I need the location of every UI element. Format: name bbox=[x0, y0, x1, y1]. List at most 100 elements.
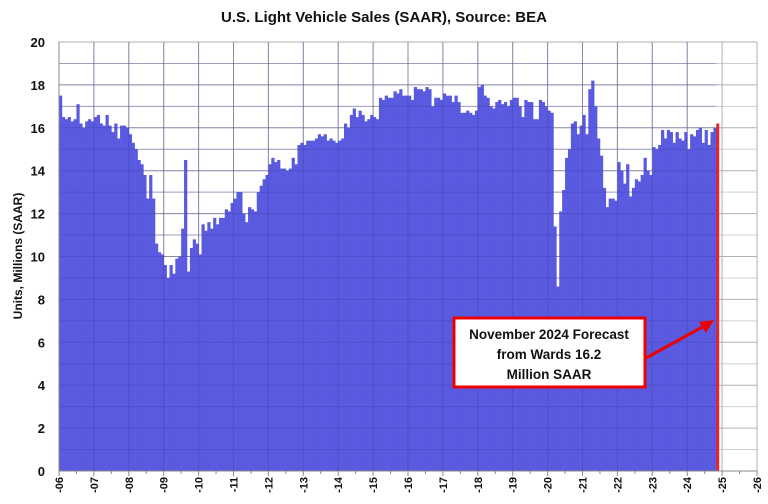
y-tick-label: 0 bbox=[38, 464, 45, 479]
bar bbox=[471, 114, 476, 472]
bar bbox=[175, 258, 179, 471]
bar bbox=[710, 132, 714, 471]
annotation-line-2: from Wards 16.2 bbox=[497, 347, 602, 362]
axes: 0 2 4 6 8 10 12 14 16 18 20 -06 -07 -08 -09 -10 -11 -12 -1… bbox=[31, 35, 764, 493]
bar bbox=[515, 97, 519, 472]
bar bbox=[707, 144, 711, 471]
bar bbox=[160, 254, 164, 471]
bar bbox=[314, 138, 319, 471]
bar bbox=[541, 102, 545, 471]
bar bbox=[320, 136, 324, 471]
bar bbox=[690, 134, 694, 472]
x-tick-label: -14 bbox=[333, 476, 345, 493]
bar bbox=[335, 142, 339, 471]
bar bbox=[341, 138, 345, 471]
x-tick-label: -24 bbox=[682, 476, 694, 493]
bar bbox=[663, 138, 668, 471]
bar bbox=[594, 106, 598, 471]
bar bbox=[489, 106, 493, 471]
forecast-annotation: November 2024 Forecast from Wards 16.2 M… bbox=[452, 316, 714, 389]
bar bbox=[713, 127, 717, 472]
bar bbox=[259, 185, 263, 471]
bar bbox=[428, 89, 432, 471]
bar bbox=[693, 136, 697, 471]
bar bbox=[678, 138, 682, 471]
bar bbox=[213, 217, 217, 471]
bar bbox=[422, 91, 426, 471]
bar bbox=[408, 95, 412, 472]
bar bbox=[445, 95, 450, 472]
x-tick-label: -22 bbox=[612, 477, 624, 493]
bar bbox=[297, 144, 301, 471]
bar bbox=[524, 99, 528, 472]
bar bbox=[376, 119, 380, 471]
bar bbox=[64, 119, 69, 471]
bar bbox=[672, 142, 676, 471]
x-tick-label: -11 bbox=[229, 477, 241, 492]
x-tick-label: -25 bbox=[717, 477, 729, 493]
bar bbox=[111, 132, 115, 471]
y-tick-label: 6 bbox=[38, 335, 45, 350]
x-tick-label: -10 bbox=[194, 477, 206, 493]
bar bbox=[285, 170, 290, 471]
bar bbox=[265, 174, 269, 472]
bar bbox=[501, 104, 505, 471]
bar bbox=[88, 119, 92, 471]
bar bbox=[367, 119, 371, 471]
bar bbox=[102, 125, 106, 472]
bar bbox=[349, 114, 354, 472]
bar bbox=[96, 114, 101, 472]
bar bbox=[370, 114, 374, 472]
bar bbox=[498, 99, 502, 472]
bar bbox=[346, 127, 351, 472]
bar bbox=[666, 129, 671, 471]
bar bbox=[419, 89, 423, 471]
bar bbox=[140, 164, 144, 471]
bar bbox=[704, 129, 708, 471]
bar bbox=[527, 102, 531, 471]
chart-title: U.S. Light Vehicle Sales (SAAR), Source:… bbox=[221, 9, 547, 26]
x-tick-label: -07 bbox=[89, 477, 101, 493]
bar bbox=[460, 112, 464, 471]
bar bbox=[152, 198, 156, 471]
bar bbox=[381, 99, 386, 472]
y-tick-label: 14 bbox=[31, 164, 46, 179]
x-tick-label: -15 bbox=[368, 477, 380, 493]
y-tick-label: 4 bbox=[38, 378, 46, 393]
bar bbox=[582, 114, 586, 472]
bar bbox=[157, 252, 162, 471]
bar bbox=[201, 224, 205, 471]
bar bbox=[288, 168, 292, 471]
bar bbox=[230, 202, 234, 472]
bar bbox=[134, 149, 138, 471]
bar bbox=[588, 89, 592, 471]
y-tick-label: 20 bbox=[31, 35, 45, 50]
bar bbox=[317, 134, 322, 472]
bar bbox=[189, 247, 194, 471]
bar bbox=[61, 117, 66, 471]
bar bbox=[486, 97, 490, 472]
bar bbox=[256, 192, 260, 471]
x-tick-label: -20 bbox=[543, 477, 555, 493]
bar bbox=[469, 112, 473, 471]
bar bbox=[463, 112, 467, 471]
bar bbox=[585, 134, 589, 472]
bar bbox=[495, 102, 499, 471]
bar bbox=[591, 80, 595, 472]
bar bbox=[655, 149, 659, 471]
bar bbox=[687, 149, 691, 471]
bar bbox=[431, 106, 435, 471]
bar bbox=[131, 142, 135, 471]
bar bbox=[652, 147, 656, 472]
bar bbox=[684, 132, 688, 471]
bar bbox=[198, 254, 202, 471]
bar bbox=[361, 114, 365, 472]
bar bbox=[399, 89, 403, 471]
bar bbox=[390, 97, 394, 472]
bar bbox=[410, 99, 415, 472]
bar bbox=[355, 117, 359, 471]
bar bbox=[544, 106, 548, 471]
bar bbox=[416, 89, 420, 471]
bar bbox=[681, 140, 685, 472]
bar bbox=[329, 138, 333, 471]
